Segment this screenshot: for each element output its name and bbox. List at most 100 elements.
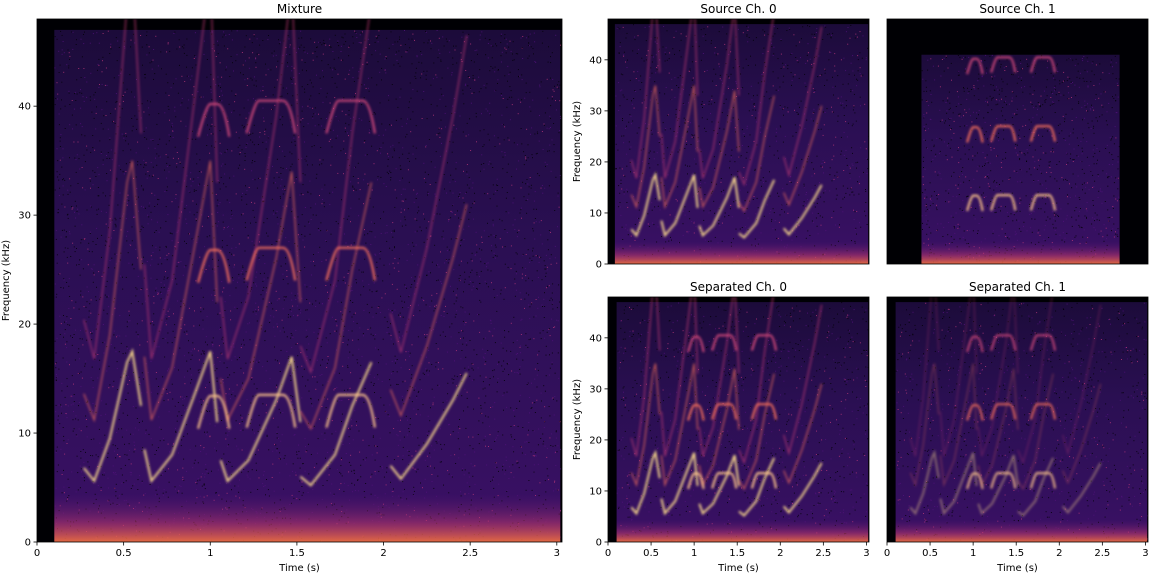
call-2-harmonic-1 [143,350,219,484]
x-tick-label: 0.5 [116,548,132,559]
chart-title: Source Ch. 0 [700,2,776,16]
call-5-harmonic-1 [1061,462,1102,514]
plateau-harmonic-9 [1029,334,1057,351]
noise-texture [895,302,1148,542]
y-tick-label: 20 [18,320,31,331]
y-tick-label: 10 [589,486,602,497]
x-tick-label: 1 [970,548,976,559]
panel-source1: Source Ch. 1 [886,2,1149,265]
call-4-harmonic-1 [299,361,373,487]
call-1-harmonic-1 [630,449,661,516]
x-tick-label: 2.5 [462,548,478,559]
plateau-harmonic-4 [197,248,231,283]
plateau-harmonic-4 [966,126,984,143]
plateau-harmonic-2 [711,472,738,489]
plateau-harmonic-8 [245,99,297,134]
call-1-harmonic-1 [909,449,940,516]
y-tick-label: 20 [589,435,602,446]
x-tick-label: 2.5 [815,548,831,559]
spectrogram-background [54,29,561,542]
low-frequency-band [895,519,1148,542]
plateau-harmonic-8 [711,334,738,351]
call-4-harmonic-2 [1017,373,1054,491]
call-4-harmonic-1 [1017,457,1055,517]
low-frequency-band [614,241,869,264]
plateau-harmonic-6 [750,403,778,420]
chart-title: Separated Ch. 0 [690,280,787,294]
call-2-harmonic-2 [660,85,699,210]
y-tick-label: 10 [18,429,31,440]
call-4-harmonic-3 [1017,297,1053,465]
plateau-harmonic-5 [990,403,1017,420]
plateau-harmonic-5 [990,125,1017,142]
chart-title: Mixture [277,2,322,16]
call-1-harmonic-2 [630,363,661,488]
y-axis-label: Frequency (kHz) [572,101,583,182]
plateau-harmonic-6 [325,246,376,281]
call-5-harmonic-3 [1062,304,1102,456]
y-tick-label: 40 [589,55,602,66]
call-5-harmonic-2 [783,105,823,207]
plateau-harmonic-7 [966,335,984,353]
call-1-harmonic-2 [630,85,661,210]
plateau-harmonic-2 [245,393,297,428]
plateau-harmonic-2 [990,194,1017,211]
panel-sep1: Separated Ch. 1 0 0.5 1 1.5 2 2.5 3 Time (s) [884,280,1149,574]
call-1-harmonic-3 [630,297,661,457]
plateau-harmonic-7 [197,102,231,137]
x-tick-label: 3 [1142,548,1148,559]
call-2-harmonic-1 [660,452,699,516]
plateau-harmonic-4 [687,404,705,421]
call-5-harmonic-2 [783,383,823,485]
x-tick-label: 3 [863,548,869,559]
x-tick-label: 1.5 [289,548,305,559]
call-4-harmonic-3 [738,19,774,187]
call-1-harmonic-2 [909,363,940,488]
axes-frame [886,296,1149,543]
y-tick-label: 30 [18,211,31,222]
call-4-harmonic-2 [738,95,775,213]
call-1-harmonic-3 [630,19,661,179]
call-2-harmonic-3 [939,297,978,457]
y-tick-label: 30 [589,384,602,395]
plateau-harmonic-6 [1029,403,1057,420]
chart-title: Separated Ch. 1 [969,280,1066,294]
x-axis-label: Time (s) [717,563,759,574]
x-tick-label: 1 [691,548,697,559]
call-3-harmonic-1 [977,454,1019,516]
spectrogram-background [895,302,1148,542]
call-3-harmonic-2 [698,90,740,209]
call-3-harmonic-1 [219,356,302,483]
call-3-harmonic-1 [698,454,740,516]
plateau-harmonic-6 [1029,125,1057,142]
call-1-harmonic-1 [630,171,661,238]
x-tick-label: 0 [34,548,40,559]
y-tick-label: 0 [25,538,31,549]
plateau-harmonic-8 [990,56,1017,73]
plateau-harmonic-1 [687,472,705,490]
plateau-harmonic-8 [990,334,1017,351]
y-tick-label: 20 [589,157,602,168]
x-tick-label: 0.5 [922,548,938,559]
call-5-harmonic-1 [782,184,823,236]
x-tick-label: 0.5 [643,548,659,559]
call-5-harmonic-1 [389,372,468,481]
plateau-harmonic-1 [966,194,984,212]
y-tick-label: 0 [596,538,602,549]
call-2-harmonic-3 [660,297,699,457]
x-axis-label: Time (s) [996,563,1038,574]
call-5-harmonic-3 [389,35,468,353]
plateau-harmonic-5 [245,246,297,281]
call-2-harmonic-1 [939,452,978,516]
plateau-harmonic-9 [325,99,376,134]
x-tick-label: 2 [777,548,783,559]
call-4-harmonic-3 [299,19,370,375]
call-2-harmonic-3 [660,19,699,179]
plateau-harmonic-2 [990,472,1017,489]
y-tick-label: 40 [18,102,31,113]
y-tick-label: 10 [589,208,602,219]
call-4-harmonic-2 [738,373,775,491]
x-tick-label: 2 [1056,548,1062,559]
call-4-harmonic-1 [738,179,776,239]
